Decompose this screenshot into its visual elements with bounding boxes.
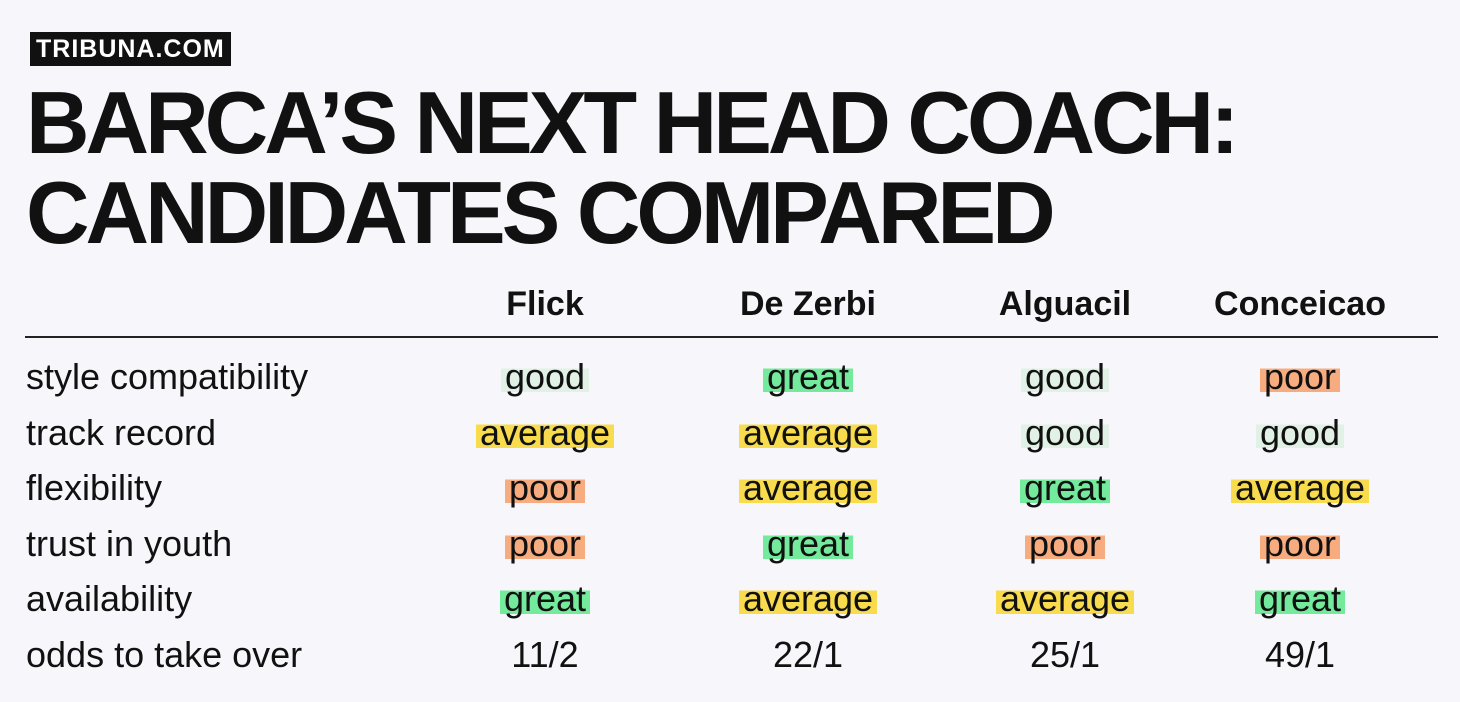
cell: great bbox=[935, 466, 1195, 510]
rating: great bbox=[762, 522, 854, 564]
odds: 11/2 bbox=[511, 634, 579, 675]
rating: average bbox=[738, 467, 878, 509]
cell: poor bbox=[415, 466, 675, 510]
cell: average bbox=[678, 577, 938, 621]
rating: average bbox=[995, 578, 1135, 620]
cell: average bbox=[415, 411, 675, 455]
rating: poor bbox=[1024, 522, 1106, 564]
row-label: flexibility bbox=[26, 467, 163, 509]
rating: good bbox=[1020, 356, 1110, 397]
column-header: De Zerbi bbox=[739, 285, 877, 323]
row-label: trust in youth bbox=[26, 522, 233, 564]
brand: TRIBUNA.COM bbox=[30, 32, 231, 66]
title: CANDIDATES COMPARED bbox=[26, 163, 1056, 262]
odds: 25/1 bbox=[1029, 634, 1101, 675]
cell: poor bbox=[935, 522, 1195, 566]
odds: 22/1 bbox=[772, 634, 844, 675]
cell: good bbox=[415, 355, 675, 399]
odds: 49/1 bbox=[1264, 634, 1336, 675]
cell: poor bbox=[1170, 522, 1430, 566]
cell: 11/2 bbox=[415, 633, 675, 677]
rating: average bbox=[1230, 467, 1370, 509]
rating: average bbox=[738, 411, 878, 453]
cell: poor bbox=[1170, 355, 1430, 399]
cell: 25/1 bbox=[935, 633, 1195, 677]
rating: good bbox=[1020, 411, 1110, 453]
cell: great bbox=[415, 577, 675, 621]
row-label: track record bbox=[26, 411, 217, 453]
rating: poor bbox=[1259, 522, 1341, 564]
column-header: Conceicao bbox=[1214, 285, 1386, 323]
rating: great bbox=[762, 356, 854, 397]
rating: great bbox=[1254, 578, 1346, 620]
rating: poor bbox=[504, 467, 586, 509]
rating: good bbox=[500, 356, 590, 397]
column-header: Flick bbox=[506, 285, 584, 323]
rating: poor bbox=[504, 522, 586, 564]
cell: good bbox=[1170, 411, 1430, 455]
row-label: style compatibility bbox=[26, 356, 309, 397]
cell: great bbox=[678, 355, 938, 399]
rating: poor bbox=[1259, 356, 1341, 397]
rating: great bbox=[499, 578, 591, 620]
cell: good bbox=[935, 355, 1195, 399]
cell: 49/1 bbox=[1170, 633, 1430, 677]
column-header: Alguacil bbox=[998, 285, 1132, 323]
divider bbox=[25, 336, 1438, 338]
rating: great bbox=[1019, 467, 1111, 509]
cell: average bbox=[678, 466, 938, 510]
cell: good bbox=[935, 411, 1195, 455]
row-label: odds to take over bbox=[26, 634, 303, 675]
rating: average bbox=[738, 578, 878, 620]
rating: average bbox=[475, 411, 615, 453]
cell: 22/1 bbox=[678, 633, 938, 677]
cell: great bbox=[1170, 577, 1430, 621]
cell: poor bbox=[415, 522, 675, 566]
row-label: availability bbox=[26, 578, 193, 620]
cell: average bbox=[935, 577, 1195, 621]
cell: average bbox=[1170, 466, 1430, 510]
cell: great bbox=[678, 522, 938, 566]
title: BARCA’S NEXT HEAD COACH: bbox=[26, 73, 1239, 172]
cell: average bbox=[678, 411, 938, 455]
rating: good bbox=[1255, 411, 1345, 453]
